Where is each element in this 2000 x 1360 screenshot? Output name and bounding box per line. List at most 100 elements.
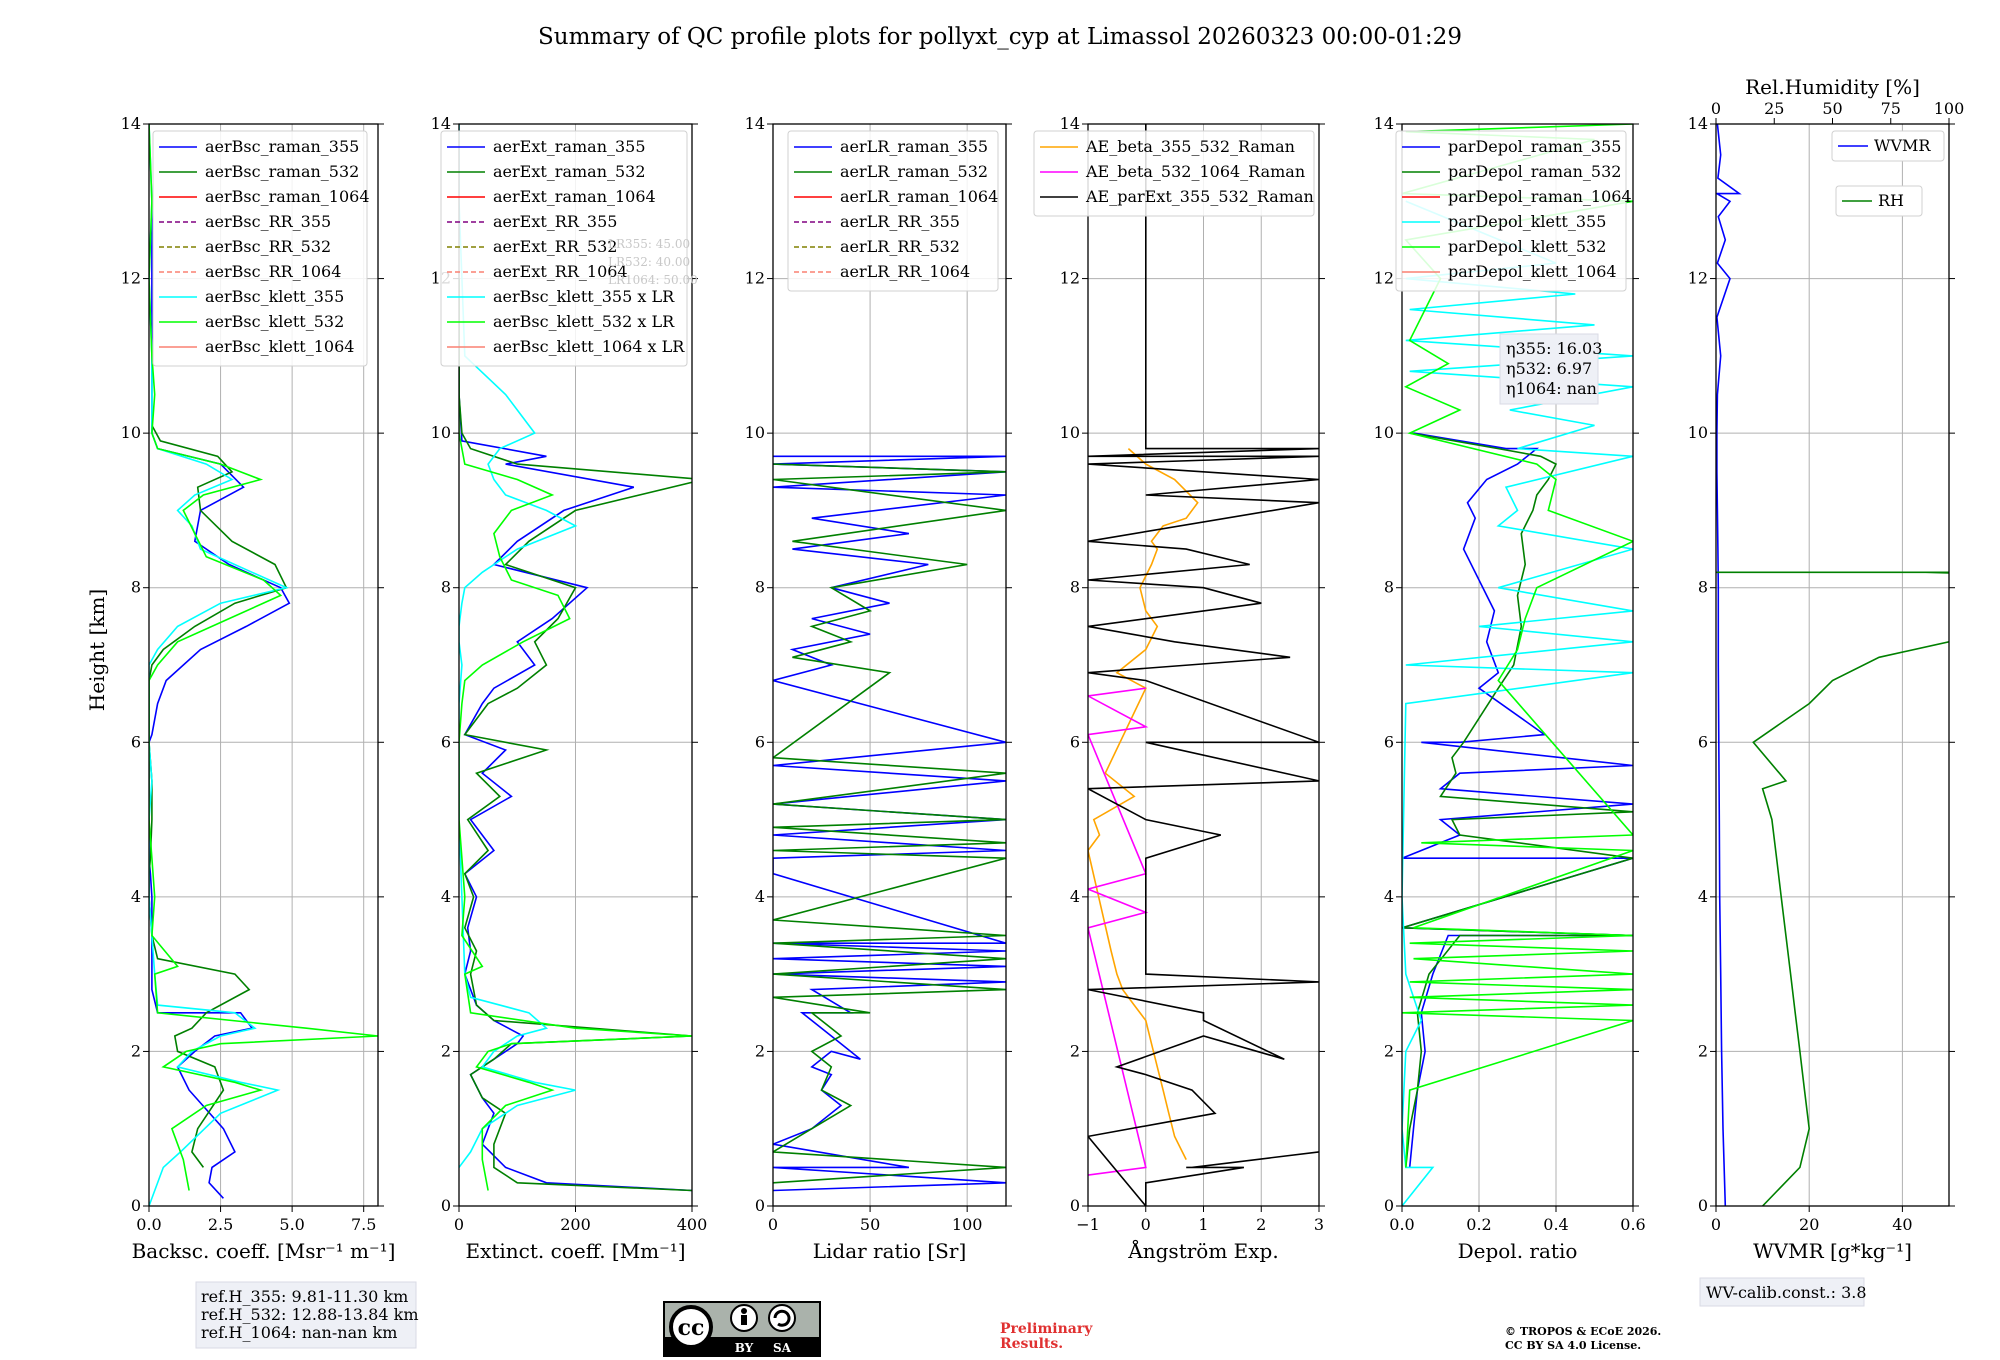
figure-title: Summary of QC profile plots for pollyxt_… xyxy=(538,24,1462,50)
series-aerBsc_klett_532 x LR xyxy=(459,278,692,1191)
x-axis-label: Extinct. coeff. [Mm⁻¹] xyxy=(465,1239,685,1263)
top-tick-label: 75 xyxy=(1881,99,1901,118)
series-aerBsc_klett_355 x LR xyxy=(459,124,578,1168)
y-tick-label: 0 xyxy=(1384,1196,1394,1215)
legend-entry: aerBsc_raman_532 xyxy=(205,162,359,181)
legend-box xyxy=(440,130,688,367)
legend-entry: aerBsc_klett_1064 xyxy=(205,337,354,356)
x-tick-label: 2 xyxy=(1256,1215,1266,1234)
legend-entry: aerBsc_raman_1064 xyxy=(205,187,370,206)
legend-entry: parDepol_klett_532 xyxy=(1448,237,1606,256)
legend-entry: aerLR_raman_355 xyxy=(840,137,988,156)
y-tick-label: 4 xyxy=(441,887,451,906)
series-group xyxy=(1088,124,1319,1206)
legend-entry: aerBsc_klett_1064 x LR xyxy=(493,337,685,356)
x-axis-label: Depol. ratio xyxy=(1458,1239,1578,1263)
y-tick-label: 12 xyxy=(1688,269,1708,288)
series-aerExt_raman_532 xyxy=(459,278,692,1192)
legend-entry: aerBsc_klett_355 xyxy=(205,287,344,306)
x-axis-label: Lidar ratio [Sr] xyxy=(813,1239,967,1263)
legend-box xyxy=(787,130,999,292)
y-tick-label: 12 xyxy=(1374,269,1394,288)
panel-extinction: 020040002468101214Extinct. coeff. [Mm⁻¹]… xyxy=(431,114,708,1263)
y-tick-label: 10 xyxy=(1688,423,1708,442)
y-tick-label: 8 xyxy=(441,578,451,597)
ref-height-1064: ref.H_1064: nan-nan km xyxy=(201,1323,397,1342)
panel-lidar_ratio: 0 50 100 0 2 4 6 8 10 12 14 Lidar ratio [Sr] aerLR_r… xyxy=(745,114,1012,1263)
y-tick-label: 8 xyxy=(131,578,141,597)
series-group xyxy=(459,124,692,1192)
lidar-ratio-label: LR532: 40.00 xyxy=(608,255,690,269)
legend-entry: parDepol_raman_355 xyxy=(1448,137,1621,156)
series-aerBsc_klett_355 xyxy=(149,124,289,1206)
legend-entry: aerLR_RR_532 xyxy=(840,237,960,256)
series-group xyxy=(773,455,1006,1192)
x-axis-label: WVMR [g*kg⁻¹] xyxy=(1753,1239,1912,1263)
series-aerLR_raman_532 xyxy=(773,463,1006,1184)
legend-entry: WVMR xyxy=(1874,136,1931,155)
y-tick-label: 2 xyxy=(1070,1041,1080,1060)
y-axis-label: Height [km] xyxy=(85,589,109,711)
preliminary-line-2: Results. xyxy=(1000,1336,1064,1352)
top-tick-label: 0 xyxy=(1711,99,1721,118)
legend-entry: aerExt_RR_355 xyxy=(493,212,617,231)
legend-entry: aerBsc_RR_532 xyxy=(205,237,331,256)
legend-entry: aerExt_raman_532 xyxy=(493,162,646,181)
y-tick-label: 6 xyxy=(755,732,765,751)
y-tick-label: 0 xyxy=(755,1196,765,1215)
panel-depol: 0.0 0.2 0.4 0.6 0 2 4 6 8 10 12 14 Depol. ratio parDe… xyxy=(1374,114,1646,1263)
legend: aerLR_raman_355 aerLR_raman_532 aerLR_rama… xyxy=(787,130,999,292)
top-tick-label: 50 xyxy=(1822,99,1842,118)
top-tick-label: 25 xyxy=(1764,99,1784,118)
panel-backscatter: 0.0 2.5 5.0 7.5 0 2 4 6 8 10 12 14 Backsc. coeff. [M… xyxy=(121,114,396,1263)
series-group xyxy=(1716,124,1949,1206)
y-tick-label: 2 xyxy=(131,1041,141,1060)
series-aerBsc_klett_532 xyxy=(149,124,378,1191)
y-tick-label: 4 xyxy=(1698,887,1708,906)
legend-entry: aerBsc_klett_532 xyxy=(205,312,344,331)
legend-entry: aerExt_raman_355 xyxy=(493,137,646,156)
series-parDepol_raman_355 xyxy=(1402,432,1633,1168)
lidar-ratio-label: LR355: 45.00 xyxy=(608,237,690,251)
y-tick-label: 14 xyxy=(1060,114,1080,133)
y-tick-label: 4 xyxy=(1384,887,1394,906)
y-tick-label: 14 xyxy=(431,114,451,133)
axes-frame xyxy=(1715,123,1950,1207)
y-tick-label: 8 xyxy=(755,578,765,597)
y-tick-label: 6 xyxy=(131,732,141,751)
x-tick-label: 1 xyxy=(1198,1215,1208,1234)
y-tick-label: 2 xyxy=(1698,1041,1708,1060)
axes-frame xyxy=(148,123,379,1207)
axes-frame xyxy=(772,123,1007,1207)
legend-entry: parDepol_raman_1064 xyxy=(1448,187,1632,206)
x-tick-label: 0.4 xyxy=(1543,1215,1568,1234)
y-tick-label: 6 xyxy=(441,732,451,751)
top-axis-label: Rel.Humidity [%] xyxy=(1745,75,1920,99)
y-tick-label: 14 xyxy=(745,114,765,133)
cc-logo-text: cc xyxy=(678,1315,705,1341)
legend-entry: aerLR_RR_1064 xyxy=(840,262,970,281)
x-tick-label: 400 xyxy=(677,1215,708,1234)
y-tick-label: 0 xyxy=(1698,1196,1708,1215)
legend-entry: aerLR_raman_532 xyxy=(840,162,988,181)
sa-label: SA xyxy=(773,1341,792,1355)
y-tick-label: 8 xyxy=(1070,578,1080,597)
series-AE_beta_355_532_Raman xyxy=(1088,448,1199,1160)
preliminary-results-note: Preliminary Results. xyxy=(1000,1322,1092,1352)
ref-height-532: ref.H_532: 12.88-13.84 km xyxy=(201,1305,419,1324)
x-tick-label: 200 xyxy=(560,1215,591,1234)
legend-entry: AE_parExt_355_532_Raman xyxy=(1085,187,1314,206)
x-tick-label: 5.0 xyxy=(279,1215,304,1234)
y-tick-label: 2 xyxy=(755,1041,765,1060)
wv-calib-text: WV-calib.const.: 3.8 xyxy=(1706,1283,1867,1302)
series-group xyxy=(149,124,378,1206)
y-tick-label: 6 xyxy=(1384,732,1394,751)
y-tick-label: 0 xyxy=(131,1196,141,1215)
legend-entry: aerBsc_klett_532 x LR xyxy=(493,312,675,331)
x-tick-label: 0 xyxy=(454,1215,464,1234)
depol-eta1064: η1064: nan xyxy=(1506,379,1597,398)
series-parDepol_klett_355 xyxy=(1402,200,1633,1206)
series-AE_parExt_355_532_Raman xyxy=(1088,124,1319,1206)
